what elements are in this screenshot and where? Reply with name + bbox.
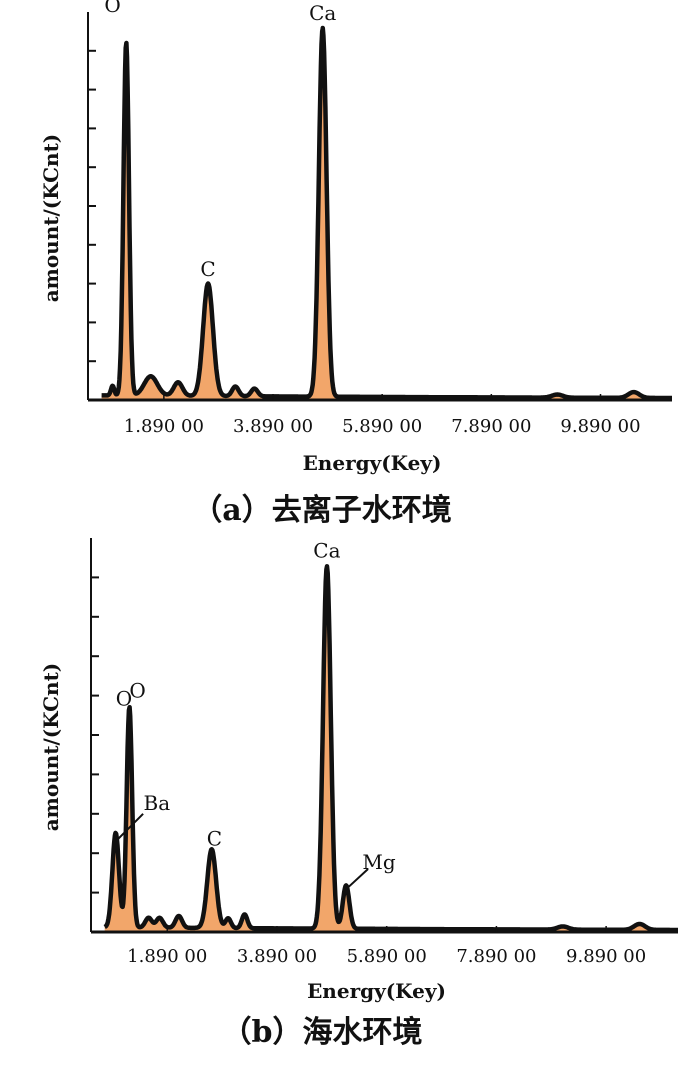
spectrum-line xyxy=(103,564,680,933)
peak-dot xyxy=(320,25,325,30)
x-axis-title: Energy(Key) xyxy=(307,979,446,1003)
peak-label: Ca xyxy=(309,1,336,25)
x-tick-label: 3.890 00 xyxy=(237,946,317,967)
x-tick-label: 1.890 00 xyxy=(127,946,207,967)
y-axis-title: amount/(KCnt) xyxy=(39,663,63,832)
x-tick-label: 5.890 00 xyxy=(347,946,427,967)
peak-label: Ba xyxy=(144,791,171,815)
peak-label: O xyxy=(104,0,120,17)
chart-panel-b: 1.890 00 3.890 00 5.890 00 7.890 00 9.890 00… xyxy=(39,538,680,1050)
spectrum-line xyxy=(100,26,674,401)
spectrum-fill xyxy=(101,28,673,401)
x-tick-label: 7.890 00 xyxy=(456,946,536,967)
peak-label: O xyxy=(129,679,145,703)
x-tick-label: 9.890 00 xyxy=(566,946,646,967)
x-tick-label: 7.890 00 xyxy=(451,416,531,437)
peak-label: O xyxy=(116,686,132,710)
x-tick-label: 9.890 00 xyxy=(560,416,640,437)
chart-panel-a: 1.890 00 3.890 00 5.890 00 7.890 00 9.890 00… xyxy=(39,0,674,528)
panel-caption: （a）去离子水环境 xyxy=(192,493,451,528)
peak-label: C xyxy=(200,257,215,281)
peak-label: Mg xyxy=(362,850,395,874)
peak-dot xyxy=(206,281,211,286)
x-tick-label: 5.890 00 xyxy=(342,416,422,437)
peak-label: C xyxy=(207,826,222,850)
peak-label: Ca xyxy=(313,539,340,563)
panel-caption: （b）海水环境 xyxy=(222,1015,423,1050)
spectrum-fill xyxy=(104,566,678,932)
peak-leader-line xyxy=(348,868,369,888)
x-axis-title: Energy(Key) xyxy=(303,451,442,475)
peak-leader-line xyxy=(114,813,144,843)
x-tick-label: 3.890 00 xyxy=(233,416,313,437)
y-axis-title: amount/(KCnt) xyxy=(39,134,63,303)
x-tick-label: 1.890 00 xyxy=(124,416,204,437)
